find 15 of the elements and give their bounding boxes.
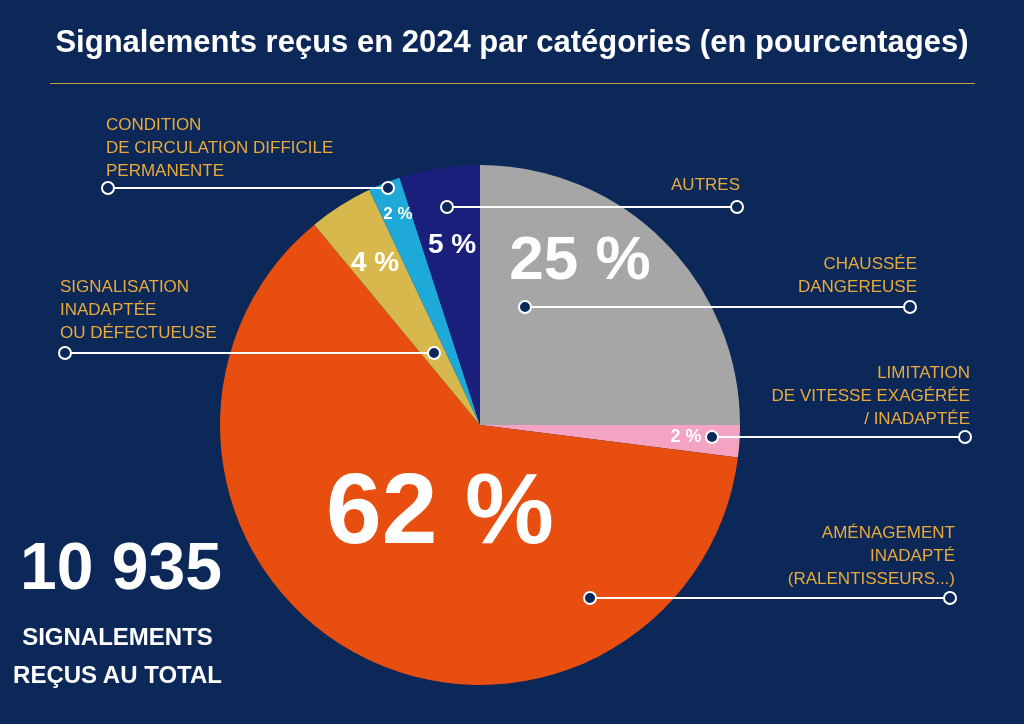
data-label: 2 % bbox=[383, 203, 413, 223]
slice-label: CONDITION DE CIRCULATION DIFFICILE PERMANENTE bbox=[106, 115, 334, 180]
data-label: 25 % bbox=[509, 223, 651, 293]
slice-label: LIMITATION DE VITESSE EXAGÉRÉE / INADAPTÉE bbox=[771, 363, 970, 428]
text: 10 935 bbox=[20, 528, 222, 604]
text: SIGNALEMENTS REÇUS AU TOTAL bbox=[12, 622, 223, 690]
chart-title: Signalements reçus en 2024 par catégories (en pourcentages) bbox=[54, 24, 970, 60]
data-label: 4 % bbox=[350, 245, 400, 277]
data-label: 2 % bbox=[670, 425, 702, 446]
slice-label: AMÉNAGEMENT INADAPTÉ (RALENTISSEURS...) bbox=[787, 523, 955, 588]
slice-label: CHAUSSÉE DANGEREUSE bbox=[797, 254, 917, 296]
slice-label: SIGNALISATION INADAPTÉE OU DÉFECTUEUSE bbox=[60, 277, 217, 342]
slice-label: AUTRES bbox=[671, 175, 740, 194]
data-label: 62 % bbox=[326, 451, 554, 564]
data-label: 5 % bbox=[427, 227, 477, 259]
